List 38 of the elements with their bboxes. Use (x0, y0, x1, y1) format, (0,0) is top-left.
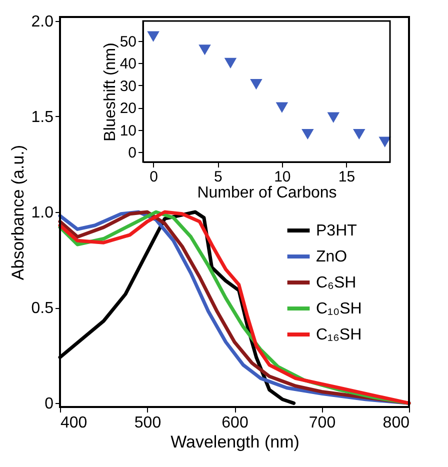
point (250, 78, 262, 90)
x-tick-label: 400 (60, 414, 88, 432)
x-tick-label: 15 (338, 168, 356, 186)
x-tick-label: 10 (274, 168, 291, 186)
y-tick-label: 0 (44, 396, 54, 413)
y-tick-label: 2.0 (31, 13, 54, 30)
x-tick-label: 800 (382, 414, 410, 432)
point (378, 136, 391, 148)
point (353, 128, 366, 140)
legend-label: ZnO (316, 248, 348, 266)
point (147, 31, 160, 42)
x-axis-title: Wavelength (nm) (170, 432, 300, 452)
point (327, 112, 340, 123)
x-tick-label: 0 (150, 168, 158, 186)
y-tick-label: 0.5 (31, 300, 54, 318)
y-tick-label: 50 (120, 33, 136, 50)
y-tick-label: 30 (120, 78, 136, 95)
legend-label: C₁₀SH (316, 300, 362, 318)
y-axis-title: Absorbance (a.u.) (8, 144, 28, 280)
point (276, 102, 288, 113)
point (302, 128, 314, 140)
legend-label: P3HT (316, 222, 358, 240)
y-tick-label: 1.5 (31, 108, 54, 126)
point (224, 58, 237, 68)
y-tick-label: 1.0 (31, 204, 54, 222)
legend-label: C₁₆SH (316, 326, 362, 344)
x-tick-label: 5 (214, 168, 222, 186)
y-tick-label: 20 (120, 100, 136, 118)
y-axis-title: Blueshift (nm) (102, 42, 119, 142)
y-tick-label: 0 (128, 144, 136, 162)
y-tick-label: 10 (120, 122, 136, 140)
legend-label: C₆SH (316, 274, 356, 292)
y-tick-label: 40 (120, 56, 136, 73)
x-tick-label: 600 (222, 414, 248, 432)
point (198, 44, 211, 56)
x-axis-title: Number of Carbons (197, 184, 337, 202)
x-tick-label: 700 (308, 414, 336, 432)
x-tick-label: 500 (134, 414, 162, 432)
